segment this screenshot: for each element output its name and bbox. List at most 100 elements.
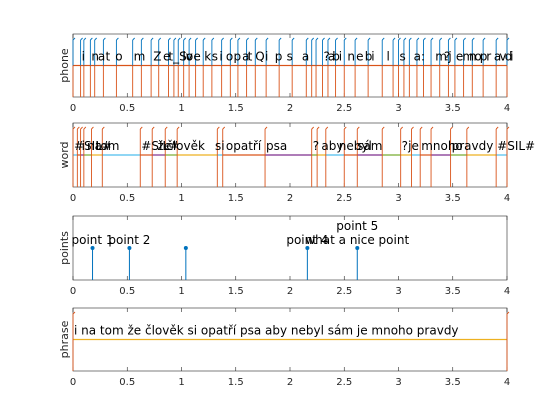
boundary-cap (416, 37, 420, 41)
boundary-cap (202, 37, 206, 41)
segment-label: ? (313, 139, 319, 153)
segment-label: r (486, 50, 491, 64)
x-tick-label: 0.5 (119, 286, 135, 297)
segment-label: l (386, 50, 389, 64)
segment-label: m (134, 50, 146, 64)
x-tick-label: 2 (287, 193, 293, 204)
x-tick-label: 4 (504, 377, 510, 388)
segment-label: s (212, 50, 218, 64)
segment-label: #SIL# (74, 139, 112, 153)
boundary-cap (471, 37, 475, 41)
y-axis-label: phrase (58, 320, 71, 358)
boundary-cap (141, 37, 144, 41)
segment-label: na (87, 139, 102, 153)
point-label: point 5 what a nice point (305, 219, 409, 247)
segment-label: p (233, 50, 241, 64)
x-tick-label: 3.5 (445, 103, 461, 114)
boundary-cap (291, 37, 295, 41)
boundary-cap (77, 126, 80, 130)
x-tick-label: 3 (395, 377, 401, 388)
segment-label: i (82, 50, 85, 64)
boundary-cap (495, 37, 499, 41)
x-tick-label: 0 (70, 193, 76, 204)
segment-label: e (193, 50, 200, 64)
segment-label: e (456, 50, 463, 64)
segment-label: i (510, 50, 513, 64)
boundary-cap (325, 126, 329, 130)
segment-label: psa (266, 139, 287, 153)
stem-point (183, 246, 188, 250)
boundary-cap (237, 37, 241, 41)
segment-label: nebyl (339, 139, 372, 153)
y-axis-label: points (58, 231, 71, 265)
x-tick-label: 1.5 (228, 286, 244, 297)
segment-label: sám (357, 139, 382, 153)
boundary-cap (419, 126, 423, 130)
x-tick-label: 2 (287, 286, 293, 297)
boundary-cap (430, 37, 434, 41)
segment-label: a (98, 50, 105, 64)
boundary-cap (381, 37, 385, 41)
boundary-cap (403, 37, 407, 41)
point-label: point 2 (108, 233, 150, 247)
boundary-cap (139, 126, 143, 130)
segment-label: s (400, 50, 406, 64)
boundary-cap (343, 126, 347, 130)
x-tick-label: 1.5 (228, 103, 244, 114)
segment-label: ? (324, 50, 330, 64)
segment-label: i (371, 50, 374, 64)
x-tick-label: 0.5 (119, 193, 135, 204)
x-tick-label: 2.5 (336, 193, 352, 204)
segment-label: n (469, 50, 477, 64)
x-tick-label: 3.5 (445, 377, 461, 388)
boundary-cap (315, 37, 319, 41)
boundary-cap (327, 37, 331, 41)
segment-label: i (219, 50, 222, 64)
subplot-phrase: 0 0.5 1 1.5 2 2.5 3 3.5 4 phrase i na tom že člově… (58, 307, 510, 388)
x-tick-label: 1 (178, 103, 184, 114)
boundary-cap (72, 126, 76, 130)
segment-label: že (158, 139, 172, 153)
x-tick-label: 1 (178, 377, 184, 388)
x-tick-label: 0 (70, 377, 76, 388)
boundary-cap (158, 37, 162, 41)
segment-label: je (407, 139, 419, 153)
boundary-cap (230, 37, 233, 41)
boundary-cap (101, 126, 105, 130)
stem-point (127, 246, 132, 250)
segment-label: t (105, 50, 110, 64)
segment-label: p (275, 50, 283, 64)
boundary-cap (439, 37, 443, 41)
segment-label: #SIL# (497, 139, 535, 153)
boundary-cap (466, 126, 470, 130)
boundary-cap (398, 37, 401, 41)
segment-label: k (204, 50, 211, 64)
segment-label: a (302, 50, 309, 64)
boundary-cap (354, 37, 358, 41)
x-tick-label: 4 (504, 193, 510, 204)
boundary-cap (91, 126, 94, 130)
boundary-cap (356, 126, 360, 130)
boundary-cap (188, 37, 192, 41)
segment-label: n (347, 50, 355, 64)
segment-label: o (226, 50, 233, 64)
x-tick-label: 4 (504, 286, 510, 297)
segment-label: v (499, 50, 506, 64)
boundary-cap (94, 37, 98, 41)
boundary-cap (151, 126, 155, 130)
segment-label: j (447, 50, 451, 64)
x-tick-label: 3 (395, 193, 401, 204)
y-axis-label: word (58, 141, 71, 168)
boundary-cap (495, 126, 499, 130)
boundary-cap (430, 126, 434, 130)
boundary-cap (116, 37, 119, 41)
segment-label: m (435, 50, 447, 64)
boundary-cap (392, 37, 396, 41)
segment-label: a (494, 50, 501, 64)
segment-label: pravdy (452, 139, 494, 153)
segment-label: aby (321, 139, 343, 153)
stem-point (90, 246, 95, 250)
